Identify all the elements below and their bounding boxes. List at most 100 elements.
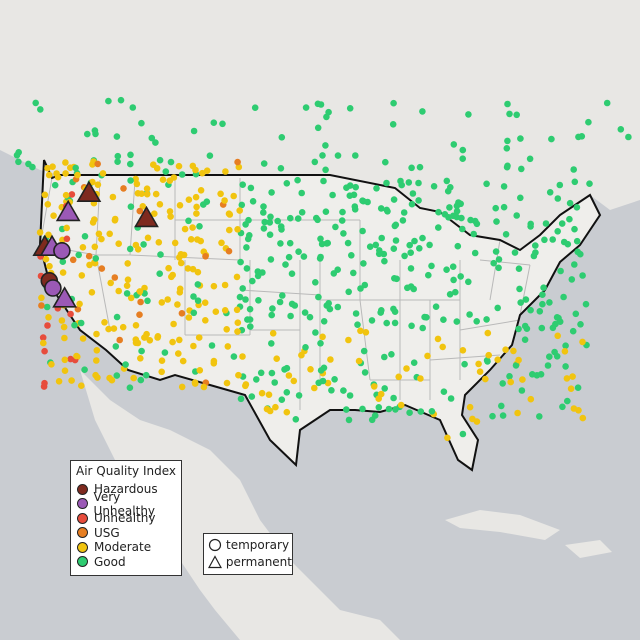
monitor-dot[interactable]	[390, 196, 398, 203]
monitor-dot[interactable]	[361, 369, 369, 376]
monitor-dot[interactable]	[432, 303, 440, 311]
monitor-dot[interactable]	[443, 266, 450, 274]
monitor-dot[interactable]	[514, 409, 521, 417]
monitor-dot[interactable]	[268, 340, 275, 347]
monitor-dot[interactable]	[138, 190, 145, 197]
monitor-dot[interactable]	[381, 353, 388, 361]
monitor-dot[interactable]	[561, 348, 569, 355]
monitor-dot[interactable]	[255, 297, 262, 304]
monitor-dot[interactable]	[434, 335, 442, 343]
monitor-dot[interactable]	[548, 135, 555, 143]
monitor-dot[interactable]	[176, 289, 184, 296]
monitor-dot[interactable]	[371, 412, 379, 419]
monitor-dot[interactable]	[392, 237, 400, 244]
monitor-dot[interactable]	[311, 158, 319, 166]
monitor-dot[interactable]	[197, 187, 205, 194]
monitor-dot[interactable]	[521, 336, 529, 344]
monitor-dot[interactable]	[381, 257, 388, 265]
monitor-dot[interactable]	[162, 168, 170, 175]
monitor-dot[interactable]	[476, 368, 484, 376]
monitor-dot[interactable]	[504, 100, 511, 108]
monitor-dot[interactable]	[428, 262, 435, 270]
monitor-dot[interactable]	[390, 394, 397, 402]
temporary-monitor-marker[interactable]	[44, 279, 62, 297]
monitor-dot[interactable]	[360, 260, 367, 267]
monitor-dot[interactable]	[449, 263, 457, 271]
monitor-dot[interactable]	[267, 213, 274, 221]
monitor-dot[interactable]	[79, 244, 87, 251]
monitor-dot[interactable]	[323, 302, 331, 309]
monitor-dot[interactable]	[450, 141, 458, 148]
monitor-dot[interactable]	[603, 99, 611, 107]
monitor-dot[interactable]	[391, 319, 399, 327]
monitor-dot[interactable]	[120, 185, 127, 192]
monitor-dot[interactable]	[202, 317, 209, 324]
monitor-dot[interactable]	[579, 414, 587, 422]
monitor-dot[interactable]	[242, 296, 249, 303]
monitor-dot[interactable]	[178, 171, 186, 178]
monitor-dot[interactable]	[42, 255, 50, 263]
monitor-dot[interactable]	[175, 162, 183, 170]
monitor-dot[interactable]	[114, 158, 121, 165]
monitor-dot[interactable]	[191, 380, 199, 387]
monitor-dot[interactable]	[105, 325, 112, 333]
monitor-dot[interactable]	[452, 288, 459, 296]
monitor-dot[interactable]	[383, 206, 391, 214]
monitor-dot[interactable]	[459, 430, 467, 438]
monitor-dot[interactable]	[99, 170, 107, 177]
monitor-dot[interactable]	[511, 249, 519, 256]
monitor-dot[interactable]	[156, 201, 164, 208]
monitor-dot[interactable]	[417, 408, 425, 415]
monitor-dot[interactable]	[352, 152, 359, 159]
monitor-dot[interactable]	[44, 164, 51, 172]
monitor-dot[interactable]	[562, 363, 569, 370]
monitor-dot[interactable]	[288, 270, 296, 278]
monitor-dot[interactable]	[495, 264, 502, 272]
monitor-dot[interactable]	[273, 355, 281, 363]
monitor-dot[interactable]	[106, 374, 113, 382]
monitor-dot[interactable]	[409, 190, 417, 197]
monitor-dot[interactable]	[59, 258, 67, 266]
monitor-dot[interactable]	[199, 169, 206, 177]
monitor-dot[interactable]	[381, 385, 389, 392]
monitor-dot[interactable]	[287, 214, 294, 222]
monitor-dot[interactable]	[571, 261, 578, 268]
monitor-dot[interactable]	[139, 203, 147, 210]
monitor-dot[interactable]	[312, 279, 319, 286]
permanent-monitor-marker[interactable]	[76, 180, 102, 202]
temporary-monitor-marker[interactable]	[53, 242, 71, 260]
monitor-dot[interactable]	[158, 357, 166, 365]
monitor-dot[interactable]	[553, 353, 561, 360]
monitor-dot[interactable]	[274, 217, 282, 225]
monitor-dot[interactable]	[155, 239, 163, 246]
monitor-dot[interactable]	[116, 336, 123, 344]
monitor-dot[interactable]	[45, 171, 53, 179]
monitor-dot[interactable]	[158, 368, 165, 376]
monitor-dot[interactable]	[219, 120, 226, 128]
monitor-dot[interactable]	[577, 250, 584, 258]
monitor-dot[interactable]	[295, 248, 302, 255]
monitor-dot[interactable]	[493, 218, 500, 225]
monitor-dot[interactable]	[399, 217, 407, 224]
monitor-dot[interactable]	[54, 173, 62, 181]
monitor-dot[interactable]	[152, 139, 159, 146]
monitor-dot[interactable]	[201, 299, 209, 307]
monitor-dot[interactable]	[447, 395, 455, 402]
monitor-dot[interactable]	[287, 312, 294, 320]
monitor-dot[interactable]	[157, 251, 164, 258]
monitor-dot[interactable]	[95, 230, 103, 238]
monitor-dot[interactable]	[323, 113, 330, 121]
monitor-dot[interactable]	[390, 245, 398, 252]
monitor-dot[interactable]	[184, 265, 192, 272]
monitor-dot[interactable]	[449, 212, 457, 220]
monitor-dot[interactable]	[574, 384, 582, 392]
monitor-dot[interactable]	[322, 166, 329, 174]
monitor-dot[interactable]	[187, 236, 195, 243]
monitor-dot[interactable]	[234, 328, 241, 335]
monitor-dot[interactable]	[123, 282, 131, 290]
monitor-dot[interactable]	[37, 106, 44, 113]
monitor-dot[interactable]	[364, 198, 371, 206]
monitor-dot[interactable]	[55, 378, 63, 385]
monitor-dot[interactable]	[269, 330, 277, 337]
monitor-dot[interactable]	[212, 308, 220, 316]
